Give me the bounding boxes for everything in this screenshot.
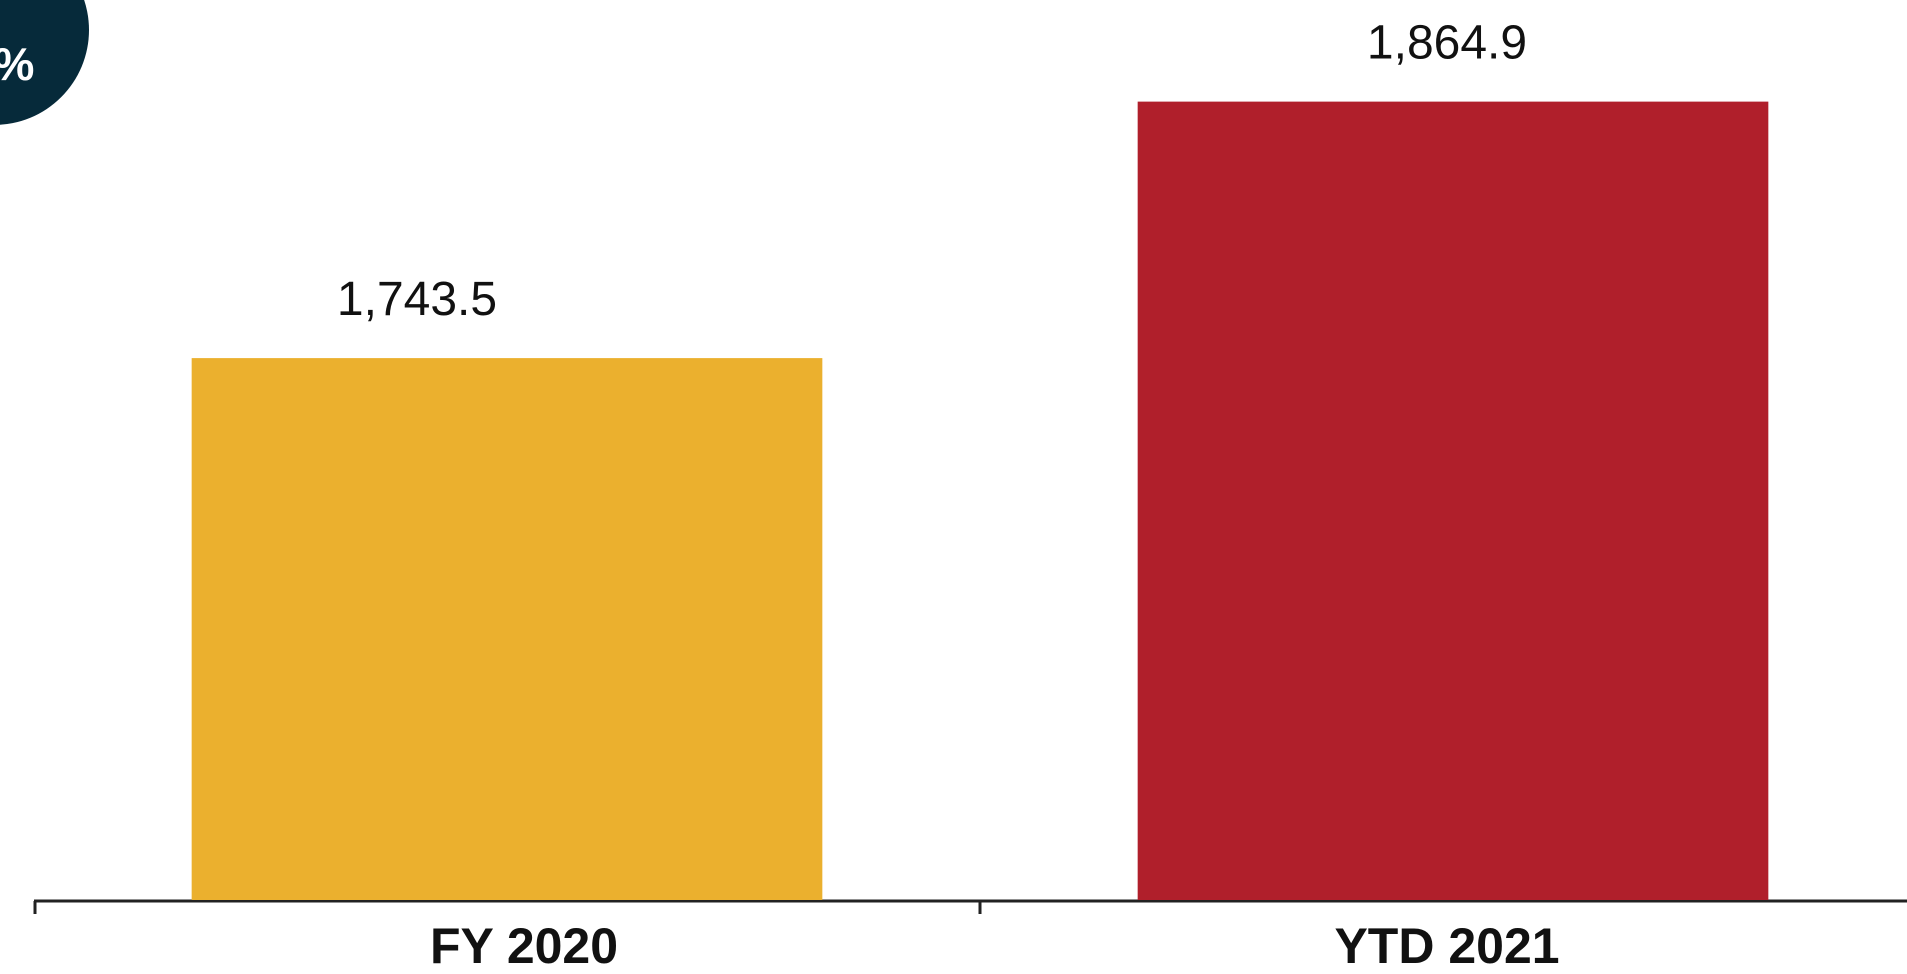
badge bbox=[0, 0, 89, 125]
x-tick-label: FY 2020 bbox=[430, 918, 618, 974]
value-label: 1,864.9 bbox=[1367, 16, 1527, 69]
bar bbox=[191, 358, 823, 900]
x-tick-label: YTD 2021 bbox=[1334, 918, 1559, 974]
badge-text: % bbox=[0, 38, 34, 90]
bar bbox=[1137, 101, 1769, 900]
value-label: 1,743.5 bbox=[337, 273, 497, 326]
